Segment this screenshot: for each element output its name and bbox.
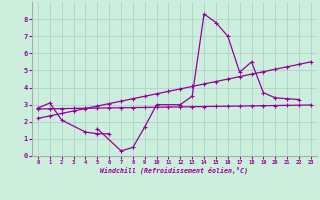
X-axis label: Windchill (Refroidissement éolien,°C): Windchill (Refroidissement éolien,°C) [100,167,248,174]
